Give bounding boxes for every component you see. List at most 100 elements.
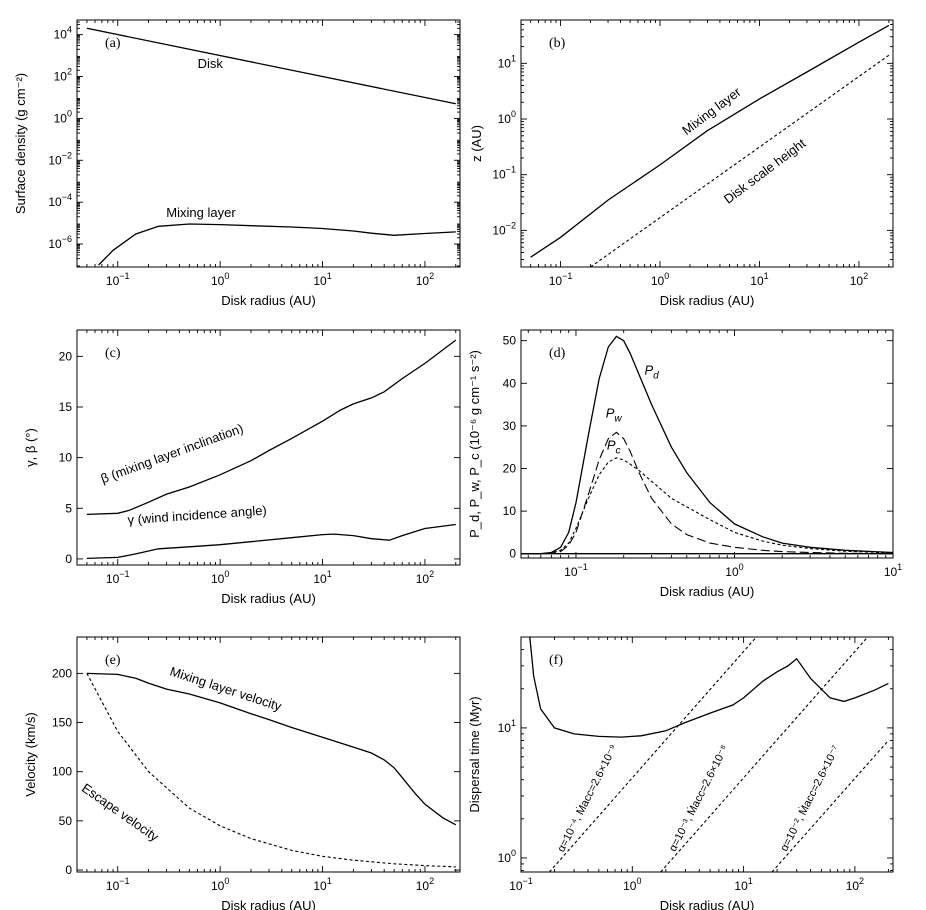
y-tick-label: 40 xyxy=(503,376,517,390)
annotation-label: Pc xyxy=(607,437,621,456)
annotation-label: α=10⁻⁴, Ṁacc=2.6×10⁻⁹ xyxy=(555,742,621,854)
x-tick-label: 102 xyxy=(416,569,434,586)
panel-c: 10−1 100 101 102 0 5 10 15 20 Disk radius (AU) γ, … xyxy=(23,329,461,606)
plot-frame xyxy=(520,636,894,873)
plot-frame xyxy=(76,19,461,268)
panel-label: (e) xyxy=(105,653,121,668)
y-tick-label: 200 xyxy=(52,666,72,680)
panel-label: (d) xyxy=(549,346,566,361)
panel-e: 10−1 100 101 102 0 50 100 150 200 Disk radius (AU… xyxy=(23,636,461,910)
y-tick-label: 0 xyxy=(65,552,72,566)
x-tick-label: 101 xyxy=(734,876,752,893)
x-tick-label: 100 xyxy=(211,569,229,586)
x-tick-label: 10−1 xyxy=(106,271,130,288)
y-tick-label: 20 xyxy=(59,349,73,363)
y-tick-label: 5 xyxy=(65,501,72,515)
series-line--wind-incidence-angle- xyxy=(86,523,456,560)
x-tick-label: 102 xyxy=(850,271,868,288)
x-axis-label: Disk radius (AU) xyxy=(221,591,316,606)
panel-label: (c) xyxy=(105,346,121,361)
y-tick-label: 50 xyxy=(59,814,73,828)
annotation-label: Disk scale height xyxy=(721,135,809,206)
y-tick-label: 100 xyxy=(498,848,516,865)
y-tick-label: 10 xyxy=(503,504,517,518)
x-tick-label: 101 xyxy=(313,876,331,893)
annotation-label: Mixing layer xyxy=(166,205,236,220)
y-tick-label: 10 xyxy=(59,451,73,465)
y-tick-label: 30 xyxy=(503,419,517,433)
x-tick-label: 102 xyxy=(416,271,434,288)
plot-frame xyxy=(76,636,461,873)
x-tick-label: 102 xyxy=(416,876,434,893)
y-axis-label: Surface density (g cm⁻²) xyxy=(13,73,28,214)
x-axis-label: Disk radius (AU) xyxy=(221,293,316,308)
y-tick-label: 50 xyxy=(503,334,517,348)
series-line-p-d xyxy=(521,335,893,555)
series-line-mixing-layer xyxy=(530,24,890,258)
x-axis-label: Disk radius (AU) xyxy=(660,898,755,910)
x-tick-label: 10−1 xyxy=(106,876,130,893)
series-line-mixing-layer-velocity xyxy=(86,672,457,826)
annotation-label: α=10⁻², Ṁacc=2.6×10⁻⁷ xyxy=(778,743,843,853)
y-tick-label: 0 xyxy=(509,547,516,561)
y-tick-label: 102 xyxy=(54,67,72,84)
x-tick-label: 100 xyxy=(651,271,669,288)
annotation-label: Mixing layer velocity xyxy=(168,664,284,714)
y-tick-label: 15 xyxy=(59,400,73,414)
y-tick-label: 100 xyxy=(54,108,72,125)
y-tick-label: 10−4 xyxy=(48,192,72,209)
y-axis-label: Velocity (km/s) xyxy=(23,712,38,797)
annotation-label: Escape velocity xyxy=(79,780,162,844)
x-tick-label: 101 xyxy=(313,569,331,586)
x-tick-label: 100 xyxy=(211,271,229,288)
y-tick-label: 10−2 xyxy=(48,150,72,167)
annotation-label: Pd xyxy=(644,363,659,382)
series-line-disk xyxy=(86,27,456,105)
x-axis-label: Disk radius (AU) xyxy=(660,584,755,599)
x-tick-label: 100 xyxy=(623,876,641,893)
y-tick-label: 20 xyxy=(503,462,517,476)
x-axis-label: Disk radius (AU) xyxy=(660,293,755,308)
x-tick-label: 10−1 xyxy=(106,569,130,586)
y-tick-label: 101 xyxy=(498,53,516,70)
panel-a: 10−1 100 101 102 10−6 10−4 10−2 100 102 104 Disk r… xyxy=(13,19,461,308)
series-line-mixing-layer xyxy=(98,223,456,266)
series-line--10- xyxy=(771,740,889,872)
y-tick-label: 101 xyxy=(498,718,516,735)
annotation-label: Pw xyxy=(606,405,623,424)
panel-f: 10−1 100 101 102 100 101 Disk radius (AU) Dispe… xyxy=(467,636,894,910)
series-line-escape-velocity xyxy=(86,673,456,868)
plot-frame xyxy=(520,19,894,268)
x-tick-label: 10−1 xyxy=(509,876,533,893)
y-tick-label: 100 xyxy=(498,109,516,126)
plot-frame xyxy=(76,329,461,566)
y-tick-label: 10−1 xyxy=(492,165,516,182)
x-tick-label: 10−1 xyxy=(549,271,573,288)
y-tick-label: 150 xyxy=(52,716,72,730)
series-line-dispersal-time xyxy=(529,637,889,738)
y-tick-label: 0 xyxy=(65,863,72,877)
series-line--10- xyxy=(660,637,869,872)
panel-label: (a) xyxy=(105,36,121,51)
y-tick-label: 10−6 xyxy=(48,234,72,251)
annotation-label: Disk xyxy=(198,56,224,71)
panel-b: 10−1 100 101 102 10−2 10−1 100 101 Disk radius (… xyxy=(469,19,894,308)
annotation-label: β (mixing layer inclination) xyxy=(99,421,246,487)
series-line-p-c xyxy=(521,457,893,555)
y-axis-label: P_d, P_w, P_c (10⁻⁶ g cm⁻¹ s⁻²) xyxy=(467,350,482,538)
panel-label: (b) xyxy=(549,36,566,51)
y-tick-label: 104 xyxy=(54,25,72,42)
series-line--10- xyxy=(548,637,757,872)
y-axis-label: γ, β (°) xyxy=(23,428,38,467)
annotation-label: Mixing layer xyxy=(679,84,744,138)
x-tick-label: 10−1 xyxy=(564,562,588,579)
x-tick-label: 100 xyxy=(211,876,229,893)
annotation-label: γ (wind incidence angle) xyxy=(127,503,267,528)
x-tick-label: 101 xyxy=(750,271,768,288)
series-line-p-w xyxy=(521,431,893,555)
series-line-disk-scale-height xyxy=(590,54,890,267)
y-axis-label: Dispersal time (Myr) xyxy=(467,696,482,812)
y-tick-label: 10−2 xyxy=(492,220,516,237)
